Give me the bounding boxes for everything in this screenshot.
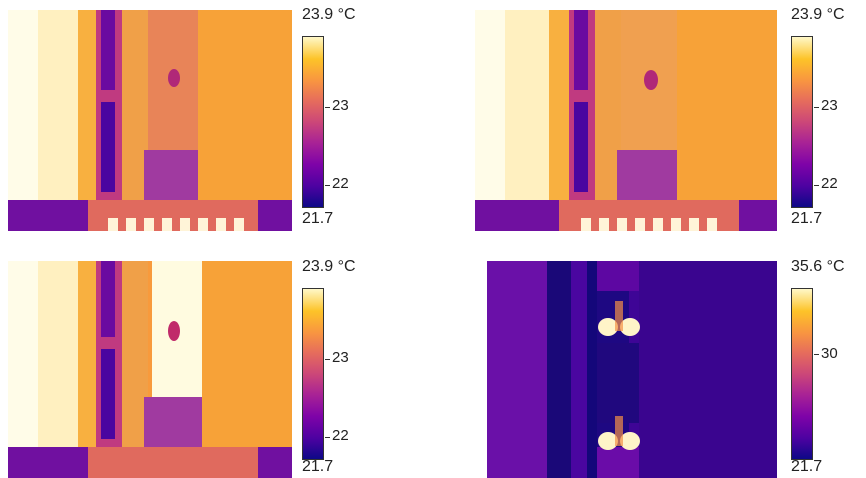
thermal-panel-top-left: 23.9 °C 23 22 21.7 [0, 0, 433, 239]
scale-tick [814, 107, 819, 108]
scale-min-label: 21.7 [791, 458, 823, 475]
scale-tick [325, 437, 330, 438]
scale-tick-label: 23 [332, 349, 349, 366]
thermal-image [475, 10, 777, 231]
scale-tick [325, 185, 330, 186]
scale-tick-label: 30 [821, 345, 838, 362]
scale-tick-label: 23 [821, 97, 838, 114]
scale-tick-label: 22 [332, 427, 349, 444]
scale-min-label: 21.7 [791, 210, 823, 227]
scale-tick [814, 185, 819, 186]
thermal-panel-top-right: 23.9 °C 23 22 21.7 [433, 0, 866, 239]
scale-tick [814, 354, 819, 355]
thermal-image [8, 261, 292, 478]
color-scale-bar [302, 288, 330, 460]
thermal-image [8, 10, 292, 231]
scale-min-label: 21.7 [302, 210, 334, 227]
scale-max-label: 23.9 °C [302, 6, 356, 23]
scale-max-label: 23.9 °C [791, 6, 845, 23]
scale-tick-label: 22 [821, 175, 838, 192]
scale-tick [325, 107, 330, 108]
color-scale-bar [791, 36, 819, 208]
scale-tick-label: 23 [332, 97, 349, 114]
scale-tick-label: 22 [332, 175, 349, 192]
thermal-panel-bottom-left: 23.9 °C 23 22 21.7 [0, 239, 433, 478]
color-scale-bar [791, 288, 819, 460]
scale-tick [325, 359, 330, 360]
scale-max-label: 23.9 °C [302, 258, 356, 275]
color-scale-bar [302, 36, 330, 208]
scale-max-label: 35.6 °C [791, 258, 845, 275]
thermal-panel-bottom-right: 35.6 °C 30 21.7 [433, 239, 866, 478]
thermal-image [487, 261, 777, 478]
scale-min-label: 21.7 [302, 458, 334, 475]
